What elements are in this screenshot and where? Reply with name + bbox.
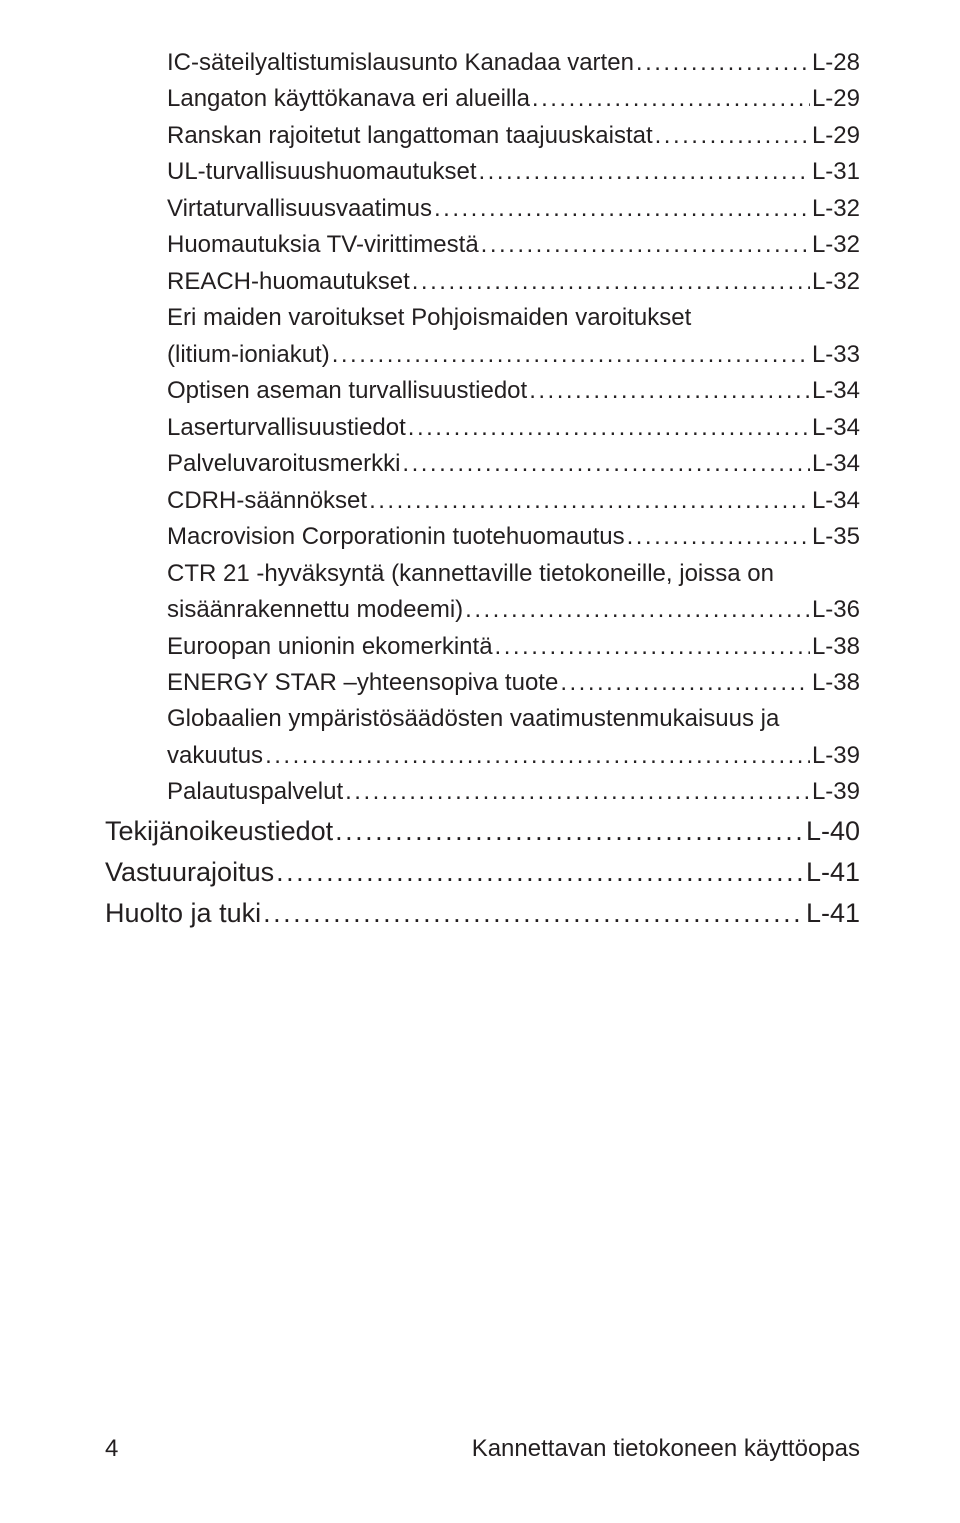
page-footer: 4 Kannettavan tietokoneen käyttöopas xyxy=(0,1435,960,1463)
book-title: Kannettavan tietokoneen käyttöopas xyxy=(472,1435,860,1463)
toc-entry-wrap-line1: Eri maiden varoitukset Pohjoismaiden var… xyxy=(167,300,860,336)
toc-leader-dots: ........................................… xyxy=(465,592,810,628)
toc-page-ref: L-41 xyxy=(804,852,860,893)
toc-entry: Palautuspalvelut........................… xyxy=(167,774,860,810)
toc-label: CDRH-säännökset xyxy=(167,483,367,519)
toc-entry: UL-turvallisuushuomautukset.............… xyxy=(167,154,860,190)
toc-label: Palveluvaroitusmerkki xyxy=(167,446,400,482)
toc-page-ref: L-41 xyxy=(804,893,860,934)
toc-label: CTR 21 -hyväksyntä (kannettaville tietok… xyxy=(167,556,860,592)
toc-label: Vastuurajoitus xyxy=(105,852,274,893)
toc-entry: Tekijänoikeustiedot.....................… xyxy=(105,811,860,852)
toc-entry: Langaton käyttökanava eri alueilla......… xyxy=(167,81,860,117)
toc-leader-dots: ........................................… xyxy=(481,227,810,263)
toc-page: IC-säteilyaltistumislausunto Kanadaa var… xyxy=(0,0,960,934)
toc-label: REACH-huomautukset xyxy=(167,264,410,300)
toc-entry: IC-säteilyaltistumislausunto Kanadaa var… xyxy=(167,45,860,81)
toc-leader-dots: ........................................… xyxy=(627,519,810,555)
toc-label: Ranskan rajoitetut langattoman taajuuska… xyxy=(167,118,653,154)
toc-leader-dots: ........................................… xyxy=(276,852,804,893)
toc-label: Eri maiden varoitukset Pohjoismaiden var… xyxy=(167,300,860,336)
toc-entry: ENERGY STAR –yhteensopiva tuote.........… xyxy=(167,665,860,701)
toc-leader-dots: ........................................… xyxy=(529,373,810,409)
toc-leader-dots: ........................................… xyxy=(402,446,810,482)
toc-leader-dots: ........................................… xyxy=(263,893,804,934)
toc-leader-dots: ........................................… xyxy=(335,811,804,852)
toc-entry-wrap-line1: CTR 21 -hyväksyntä (kannettaville tietok… xyxy=(167,556,860,592)
toc-label: IC-säteilyaltistumislausunto Kanadaa var… xyxy=(167,45,634,81)
toc-leader-dots: ........................................… xyxy=(495,629,810,665)
toc-page-ref: L-39 xyxy=(810,774,860,810)
toc-page-ref: L-36 xyxy=(810,592,860,628)
toc-entry: Laserturvallisuustiedot.................… xyxy=(167,410,860,446)
toc-label: vakuutus xyxy=(167,738,263,774)
toc-entry: CDRH-säännökset.........................… xyxy=(167,483,860,519)
toc-label: UL-turvallisuushuomautukset xyxy=(167,154,476,190)
toc-page-ref: L-34 xyxy=(810,410,860,446)
toc-page-ref: L-35 xyxy=(810,519,860,555)
toc-entry: sisäänrakennettu modeemi)...............… xyxy=(167,592,860,628)
toc-page-ref: L-31 xyxy=(810,154,860,190)
toc-page-ref: L-34 xyxy=(810,373,860,409)
toc-label: Palautuspalvelut xyxy=(167,774,343,810)
toc-label: Huolto ja tuki xyxy=(105,893,261,934)
toc-label: Huomautuksia TV-virittimestä xyxy=(167,227,479,263)
toc-page-ref: L-38 xyxy=(810,629,860,665)
toc-label: Laserturvallisuustiedot xyxy=(167,410,406,446)
toc-label: Virtaturvallisuusvaatimus xyxy=(167,191,432,227)
toc-leader-dots: ........................................… xyxy=(369,483,810,519)
page-number: 4 xyxy=(105,1435,118,1463)
toc-label: ENERGY STAR –yhteensopiva tuote xyxy=(167,665,558,701)
toc-entry: Palveluvaroitusmerkki...................… xyxy=(167,446,860,482)
toc-leader-dots: ........................................… xyxy=(345,774,810,810)
toc-leader-dots: ........................................… xyxy=(412,264,810,300)
toc-entry: Huomautuksia TV-virittimestä............… xyxy=(167,227,860,263)
toc-entry: Euroopan unionin ekomerkintä............… xyxy=(167,629,860,665)
toc-entry: Virtaturvallisuusvaatimus...............… xyxy=(167,191,860,227)
toc-entry: Optisen aseman turvallisuustiedot.......… xyxy=(167,373,860,409)
toc-page-ref: L-39 xyxy=(810,738,860,774)
toc-label: Langaton käyttökanava eri alueilla xyxy=(167,81,530,117)
toc-page-ref: L-34 xyxy=(810,446,860,482)
toc-page-ref: L-34 xyxy=(810,483,860,519)
toc-label: Euroopan unionin ekomerkintä xyxy=(167,629,493,665)
toc-page-ref: L-32 xyxy=(810,227,860,263)
toc-label: Tekijänoikeustiedot xyxy=(105,811,333,852)
toc-page-ref: L-29 xyxy=(810,118,860,154)
toc-entry: vakuutus................................… xyxy=(167,738,860,774)
toc-label: sisäänrakennettu modeemi) xyxy=(167,592,463,628)
toc-label: Optisen aseman turvallisuustiedot xyxy=(167,373,527,409)
toc-leader-dots: ........................................… xyxy=(478,154,809,190)
toc-page-ref: L-28 xyxy=(810,45,860,81)
table-of-contents: IC-säteilyaltistumislausunto Kanadaa var… xyxy=(105,45,860,934)
toc-label: Globaalien ympäristösäädösten vaatimuste… xyxy=(167,701,860,737)
toc-entry: Ranskan rajoitetut langattoman taajuuska… xyxy=(167,118,860,154)
toc-entry: (litium-ioniakut).......................… xyxy=(167,337,860,373)
toc-leader-dots: ........................................… xyxy=(655,118,810,154)
toc-page-ref: L-29 xyxy=(810,81,860,117)
toc-page-ref: L-32 xyxy=(810,191,860,227)
toc-page-ref: L-33 xyxy=(810,337,860,373)
toc-page-ref: L-32 xyxy=(810,264,860,300)
toc-entry: Huolto ja tuki..........................… xyxy=(105,893,860,934)
toc-leader-dots: ........................................… xyxy=(434,191,810,227)
toc-entry: Macrovision Corporationin tuotehuomautus… xyxy=(167,519,860,555)
toc-page-ref: L-38 xyxy=(810,665,860,701)
toc-page-ref: L-40 xyxy=(804,811,860,852)
toc-leader-dots: ........................................… xyxy=(560,665,810,701)
toc-label: (litium-ioniakut) xyxy=(167,337,330,373)
toc-label: Macrovision Corporationin tuotehuomautus xyxy=(167,519,625,555)
toc-leader-dots: ........................................… xyxy=(532,81,810,117)
toc-entry: REACH-huomautukset......................… xyxy=(167,264,860,300)
toc-leader-dots: ........................................… xyxy=(636,45,810,81)
toc-leader-dots: ........................................… xyxy=(332,337,810,373)
toc-entry-wrap-line1: Globaalien ympäristösäädösten vaatimuste… xyxy=(167,701,860,737)
toc-entry: Vastuurajoitus..........................… xyxy=(105,852,860,893)
toc-leader-dots: ........................................… xyxy=(265,738,810,774)
toc-leader-dots: ........................................… xyxy=(408,410,810,446)
